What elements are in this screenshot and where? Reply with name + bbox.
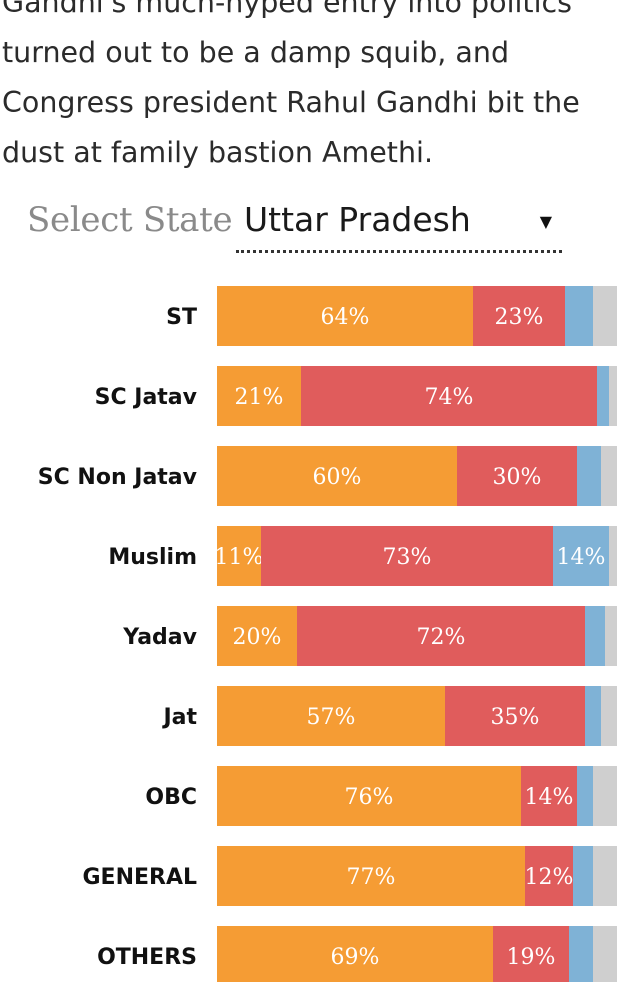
data-label: 76% xyxy=(345,785,394,810)
bar-segment-red xyxy=(457,446,577,506)
category-label: Yadav xyxy=(122,625,197,650)
bar-segment-gray xyxy=(605,606,617,666)
data-label: 12% xyxy=(525,865,574,890)
bar-segment-blue xyxy=(573,846,593,906)
bar-segment-red xyxy=(261,526,553,586)
bar-segment-gray xyxy=(593,846,617,906)
bar-segment-gray xyxy=(593,286,617,346)
data-label: 35% xyxy=(491,705,540,730)
data-label: 57% xyxy=(307,705,356,730)
data-label: 11% xyxy=(215,545,264,570)
category-label: ST xyxy=(166,305,197,330)
bar-row-obc: OBC 76% 14% xyxy=(145,766,617,826)
bar-segment-red xyxy=(301,366,597,426)
bar-segment-red xyxy=(493,926,569,982)
data-label: 23% xyxy=(495,305,544,330)
bar-segment-red xyxy=(525,846,573,906)
bar-segment-blue xyxy=(569,926,593,982)
bar-segment-red xyxy=(297,606,585,666)
state-dropdown-value: Uttar Pradesh xyxy=(244,200,471,239)
bar-segment-red xyxy=(445,686,585,746)
data-label: 20% xyxy=(233,625,282,650)
category-label: OTHERS xyxy=(97,945,197,970)
bar-row-general: GENERAL 77% 12% xyxy=(82,846,617,906)
bar-segment-blue xyxy=(577,446,601,506)
data-label: 64% xyxy=(321,305,370,330)
bar-segment-gray xyxy=(609,366,617,426)
bar-segment-blue xyxy=(585,686,601,746)
bar-segment-blue xyxy=(565,286,593,346)
bar-segment-orange xyxy=(217,846,525,906)
bar-segment-gray xyxy=(601,686,617,746)
intro-line-2: turned out to be a damp squib, and xyxy=(2,36,510,69)
category-label: Jat xyxy=(161,705,197,730)
bar-segment-orange xyxy=(217,366,301,426)
bar-row-sc-non-jatav: SC Non Jatav 60% 30% xyxy=(38,446,617,506)
bar-segment-gray xyxy=(601,446,617,506)
bar-segment-orange xyxy=(217,286,473,346)
intro-line-1: Gandhi's much-hyped entry into politics xyxy=(2,0,573,19)
bar-segment-blue xyxy=(553,526,609,586)
bar-segment-orange xyxy=(217,606,297,666)
bar-segment-orange xyxy=(217,526,261,586)
data-label: 19% xyxy=(507,945,556,970)
caret-down-icon: ▼ xyxy=(539,212,552,231)
intro-line-3: Congress president Rahul Gandhi bit the xyxy=(2,86,580,119)
data-label: 74% xyxy=(425,385,474,410)
category-label: SC Non Jatav xyxy=(38,465,198,490)
bar-row-muslim: Muslim 11% 73% 14% xyxy=(108,526,617,586)
bar-segment-red xyxy=(473,286,565,346)
data-label: 73% xyxy=(383,545,432,570)
bar-segment-red xyxy=(521,766,577,826)
bar-segment-gray xyxy=(609,526,617,586)
bar-segment-blue xyxy=(597,366,609,426)
data-label: 69% xyxy=(331,945,380,970)
bar-row-st: ST 64% 23% xyxy=(166,286,617,346)
article-intro: Gandhi's much-hyped entry into politics … xyxy=(2,0,632,178)
bar-segment-blue xyxy=(577,766,593,826)
data-label: 14% xyxy=(525,785,574,810)
bar-segment-orange xyxy=(217,686,445,746)
category-label: GENERAL xyxy=(82,865,197,890)
bar-row-yadav: Yadav 20% 72% xyxy=(122,606,617,666)
intro-line-4: dust at family bastion Amethi. xyxy=(2,136,434,169)
data-label: 30% xyxy=(493,465,542,490)
state-dropdown[interactable]: Uttar Pradesh ▼ xyxy=(236,198,562,253)
bar-segment-orange xyxy=(217,926,493,982)
category-label: Muslim xyxy=(108,545,197,570)
bar-row-others: OTHERS 69% 19% xyxy=(97,926,617,982)
bar-segment-orange xyxy=(217,446,457,506)
data-label: 14% xyxy=(557,545,606,570)
bar-segment-gray xyxy=(593,766,617,826)
data-label: 77% xyxy=(347,865,396,890)
bar-row-jat: Jat 57% 35% xyxy=(161,686,617,746)
bar-segment-orange xyxy=(217,766,521,826)
category-label: SC Jatav xyxy=(95,385,198,410)
bar-row-sc-jatav: SC Jatav 21% 74% xyxy=(95,366,617,426)
select-state-label: Select State xyxy=(27,200,233,240)
data-label: 21% xyxy=(235,385,284,410)
bar-segment-gray xyxy=(593,926,617,982)
category-label: OBC xyxy=(145,785,197,810)
data-label: 72% xyxy=(417,625,466,650)
bar-segment-blue xyxy=(585,606,605,666)
data-label: 60% xyxy=(313,465,362,490)
